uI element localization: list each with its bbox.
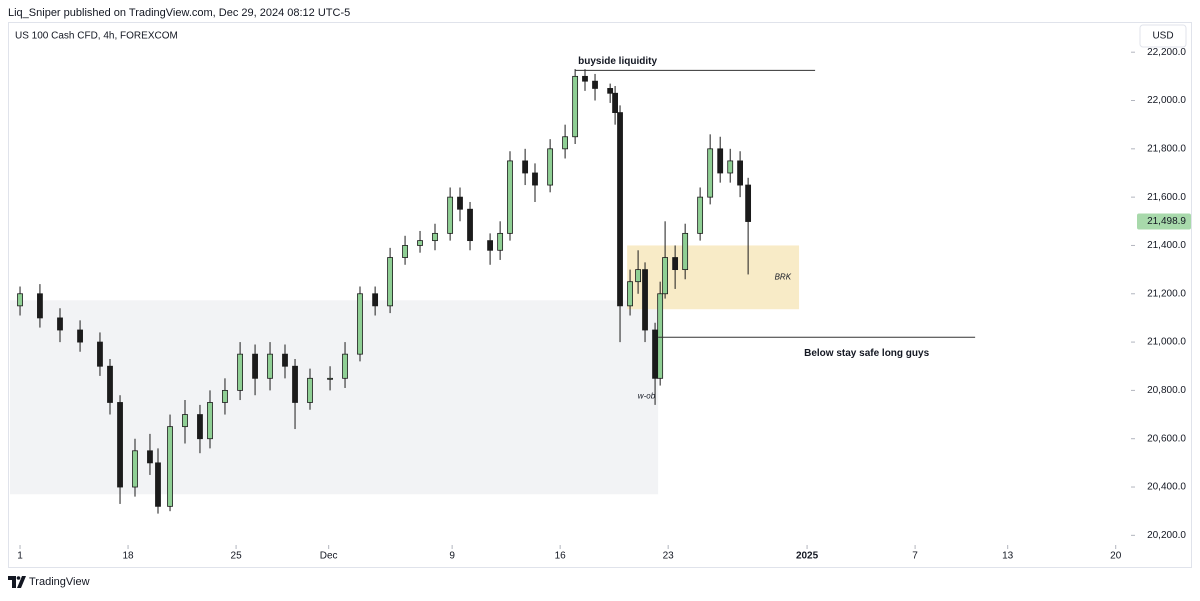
candle-body (727, 160, 734, 174)
x-tick-label: Dec (320, 551, 338, 562)
candle-body (197, 414, 203, 440)
x-tick-label: 16 (555, 551, 567, 562)
x-tick-label: 1 (17, 551, 23, 562)
x-tick-label: 18 (122, 551, 134, 562)
candle-body (547, 148, 554, 186)
x-tick-label: 13 (1002, 551, 1014, 562)
x-tick-label: 25 (231, 551, 243, 562)
candle-body (77, 329, 83, 343)
chart-title: US 100 Cash CFD, 4h, FOREXCOM (15, 31, 178, 42)
candle-body (652, 329, 658, 379)
zone-label: w-ob (638, 392, 656, 401)
candle-body (682, 232, 689, 271)
candle-body (237, 353, 243, 391)
candle-body (207, 402, 213, 440)
x-tick-label: 2025 (796, 551, 819, 562)
annotation-text: Below stay safe long guys (804, 348, 929, 359)
y-tick-label: 20,600.0 (1147, 433, 1186, 444)
y-tick-label: 20,200.0 (1147, 530, 1186, 541)
plot-area (10, 69, 976, 514)
y-tick-label: 21,600.0 (1147, 192, 1186, 203)
candle-body (107, 365, 113, 403)
candle-body (307, 377, 313, 403)
candle-body (117, 402, 123, 488)
candle-body (697, 196, 704, 234)
candle-body (167, 426, 173, 507)
candle-body (432, 232, 438, 242)
candle-body (612, 92, 618, 113)
logo (8, 576, 26, 588)
candle-body (635, 269, 641, 283)
candle-body (372, 293, 379, 307)
y-tick-label: 22,000.0 (1147, 95, 1186, 106)
candle-body (467, 208, 473, 242)
candle-body (357, 293, 363, 355)
x-tick-label: 9 (449, 551, 455, 562)
publisher: Liq_Sniper published on TradingView.com,… (8, 7, 350, 19)
y-tick-label: 22,200.0 (1147, 47, 1186, 58)
candle-body (532, 172, 538, 186)
candle-body (582, 75, 588, 82)
candle-body (387, 257, 393, 307)
candle-body (562, 136, 568, 150)
candle-body (57, 317, 63, 331)
candle-body (267, 353, 273, 379)
last-price-label: 21,498.9 (1147, 216, 1186, 227)
y-tick-label: 21,400.0 (1147, 240, 1186, 251)
candle-body (745, 184, 752, 222)
candle-body (607, 88, 614, 94)
candle-body (737, 160, 743, 186)
candle-body (662, 257, 668, 295)
candle-body (182, 414, 188, 428)
chart-frame (8, 22, 1192, 568)
candle-body (672, 257, 679, 271)
last-price-box (1137, 213, 1191, 230)
candle-body (342, 353, 348, 379)
currency-box (1139, 24, 1187, 48)
candle-body (417, 240, 423, 246)
currency: USD (1152, 31, 1173, 42)
x-tick-label: 7 (912, 551, 918, 562)
y-tick-label: 20,800.0 (1147, 385, 1186, 396)
candle-body (487, 240, 493, 251)
candle-body (402, 245, 408, 258)
y-tick-label: 21,000.0 (1147, 337, 1186, 348)
candle-body (222, 389, 228, 403)
candle-body (292, 365, 298, 403)
x-tick-label: 20 (1110, 551, 1122, 562)
candle-body (252, 353, 258, 379)
candle-body (17, 293, 23, 307)
candle-body (327, 377, 333, 380)
zone (627, 245, 800, 310)
x-tick-label: 23 (663, 551, 675, 562)
candle-body (147, 450, 153, 464)
candle-body (617, 112, 623, 307)
candle-body (155, 462, 161, 507)
y-tick-label: 20,400.0 (1147, 482, 1186, 493)
candle-body (132, 450, 138, 488)
brand: TradingView (29, 576, 90, 588)
y-tick-label: 21,800.0 (1147, 143, 1186, 154)
candle-body (447, 196, 454, 234)
y-tick-label: 21,200.0 (1147, 288, 1186, 299)
candle-body (592, 80, 598, 89)
candle-body (97, 341, 103, 367)
candle-body (282, 353, 288, 367)
candle-body (717, 148, 724, 174)
candle-body (507, 160, 513, 234)
candle-body (642, 269, 648, 331)
candle-body (627, 281, 633, 307)
annotation-text: buyside liquidity (578, 56, 657, 67)
candle-body (497, 232, 504, 251)
candle-body (37, 293, 43, 319)
zone-label: BRK (775, 272, 792, 281)
candle-body (522, 160, 529, 174)
candle-body (707, 148, 714, 198)
candle-body (572, 75, 579, 138)
candle-body (657, 293, 664, 379)
candle-body (457, 196, 463, 210)
